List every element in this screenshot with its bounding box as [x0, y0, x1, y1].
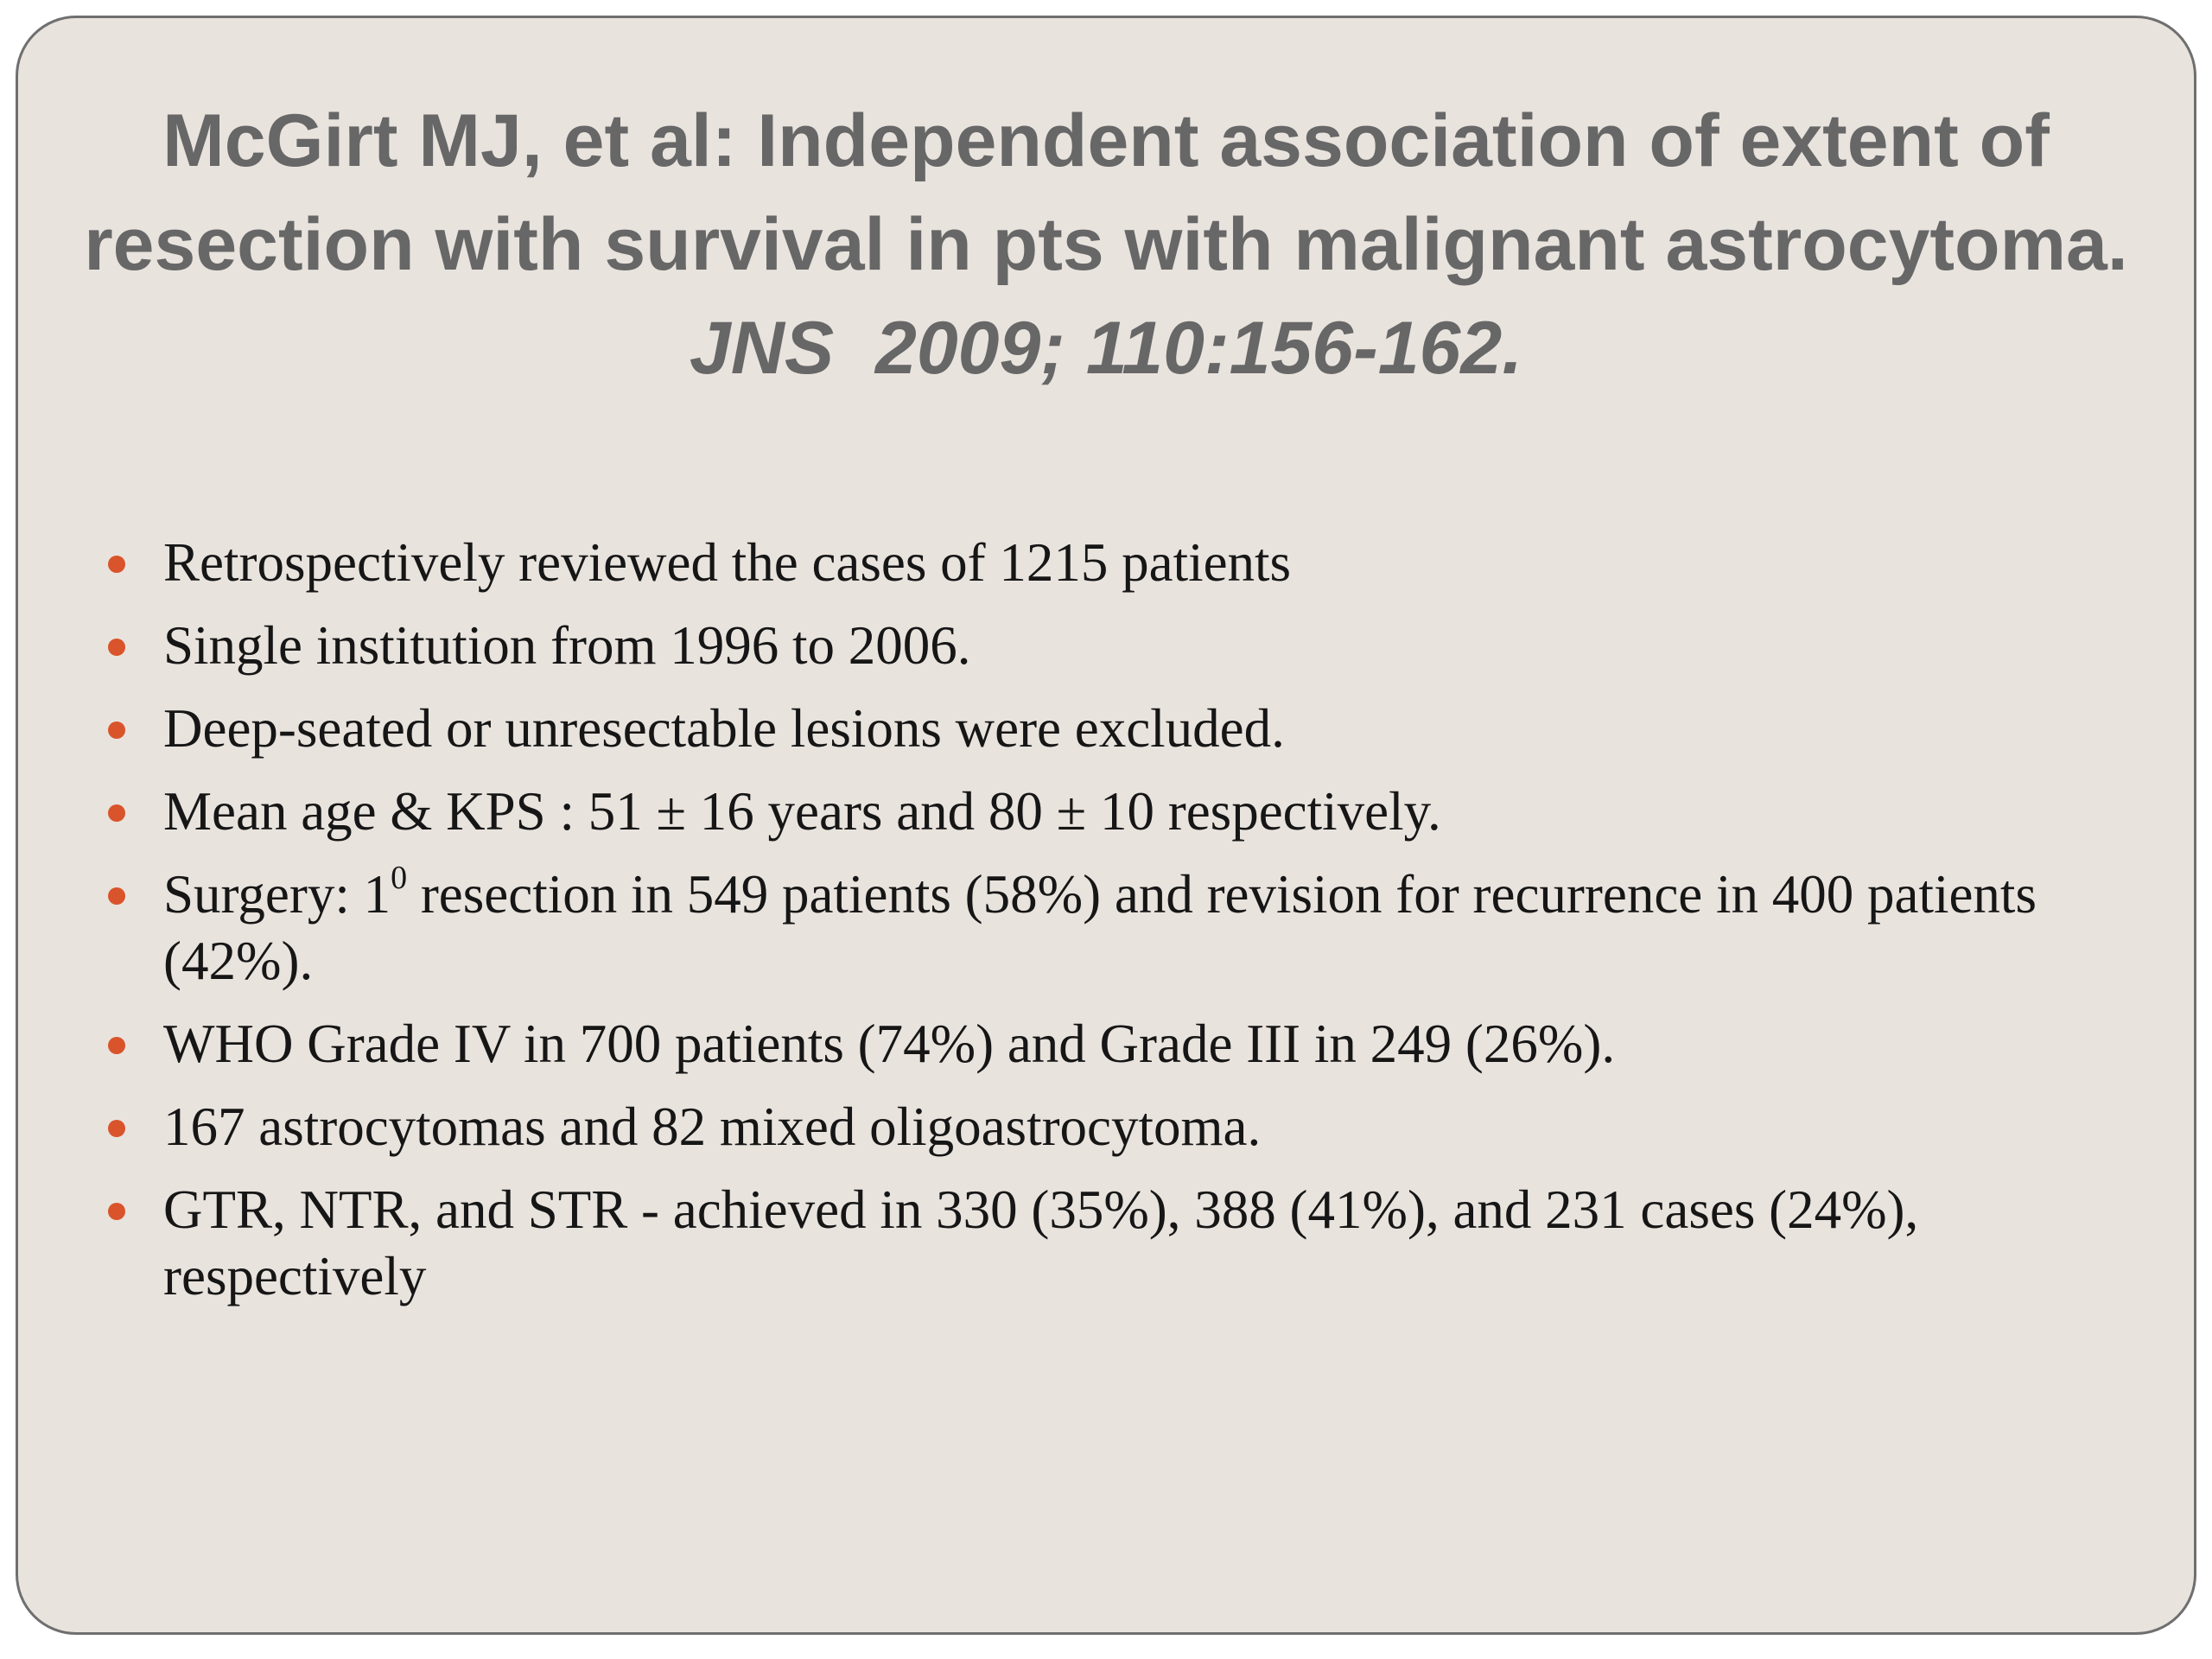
bullet-marker — [108, 639, 125, 656]
superscript: 0 — [391, 860, 408, 896]
bullet-item: Deep-seated or unresectable lesions were… — [108, 696, 2133, 762]
bullet-text: WHO Grade IV in 700 patients (74%) and G… — [163, 1014, 1616, 1074]
bullet-list: Retrospectively reviewed the cases of 12… — [108, 530, 2133, 1326]
bullet-text-part: resection in 549 patients (58%) and revi… — [163, 864, 2037, 991]
bullet-item: WHO Grade IV in 700 patients (74%) and G… — [108, 1011, 2133, 1077]
title-line-2: resection with survival in pts with mali… — [84, 203, 2128, 286]
bullet-text: Mean age & KPS : 51 ± 16 years and 80 ± … — [163, 781, 1441, 842]
bullet-text: Single institution from 1996 to 2006. — [163, 615, 971, 676]
bullet-text: Surgery: 10 resection in 549 patients (5… — [163, 861, 2037, 991]
bullet-marker — [108, 1037, 125, 1054]
bullet-text: Retrospectively reviewed the cases of 12… — [163, 532, 1292, 593]
title-line-1: McGirt MJ, et al: Independent associatio… — [162, 99, 2050, 182]
bullet-text: GTR, NTR, and STR - achieved in 330 (35%… — [163, 1179, 1919, 1306]
bullet-marker — [108, 1120, 125, 1137]
bullet-marker — [108, 556, 125, 573]
bullet-item: GTR, NTR, and STR - achieved in 330 (35%… — [108, 1177, 2133, 1310]
bullet-marker — [108, 721, 125, 739]
bullet-marker — [108, 887, 125, 905]
bullet-text-part: Surgery: 1 — [163, 864, 391, 925]
bullet-item: Single institution from 1996 to 2006. — [108, 613, 2133, 679]
title-citation: JNS 2009; 110:156-162. — [689, 307, 1523, 390]
bullet-text: Deep-seated or unresectable lesions were… — [163, 698, 1285, 759]
bullet-marker — [108, 804, 125, 822]
slide-title: McGirt MJ, et al: Independent associatio… — [18, 89, 2194, 400]
bullet-item: Mean age & KPS : 51 ± 16 years and 80 ± … — [108, 779, 2133, 845]
bullet-item: Retrospectively reviewed the cases of 12… — [108, 530, 2133, 596]
bullet-marker — [108, 1203, 125, 1220]
bullet-item: Surgery: 10 resection in 549 patients (5… — [108, 861, 2133, 995]
slide: McGirt MJ, et al: Independent associatio… — [16, 16, 2196, 1635]
bullet-item: 167 astrocytomas and 82 mixed oligoastro… — [108, 1094, 2133, 1160]
bullet-text: 167 astrocytomas and 82 mixed oligoastro… — [163, 1096, 1262, 1157]
